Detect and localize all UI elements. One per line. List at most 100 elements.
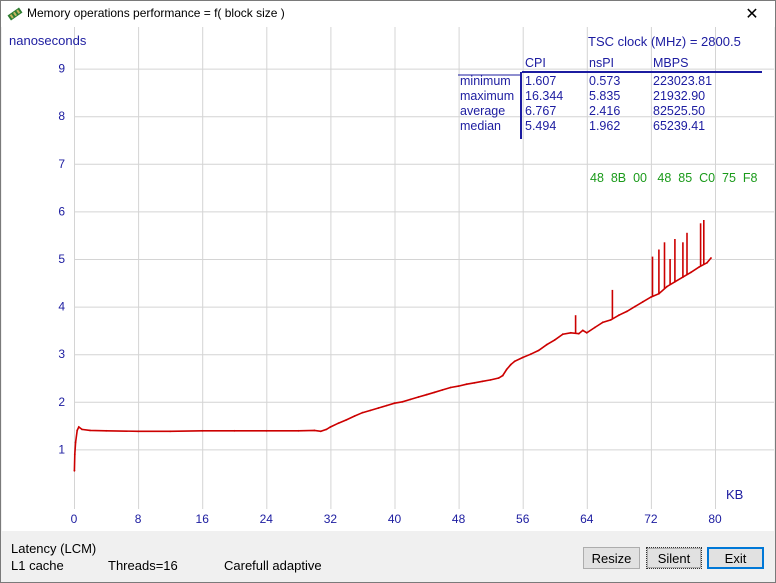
x-axis-unit: KB — [726, 487, 743, 502]
x-tick-label: 48 — [452, 512, 466, 526]
data-point — [425, 393, 428, 396]
stats-nspi-minimum: 0.573 — [589, 74, 620, 88]
y-tick-label: 5 — [58, 252, 65, 266]
x-tick-label: 24 — [260, 512, 274, 526]
data-point — [361, 411, 364, 414]
data-point — [297, 429, 300, 432]
data-point — [497, 377, 500, 379]
stats-label-median: median — [460, 119, 501, 133]
title-bar: Memory operations performance = f( block… — [1, 1, 775, 27]
y-tick-label: 9 — [58, 62, 65, 76]
stats-label-maximum: maximum — [460, 89, 514, 103]
silent-button[interactable]: Silent — [646, 547, 702, 569]
y-tick-label: 1 — [58, 442, 65, 456]
resize-button[interactable]: Resize — [583, 547, 640, 569]
grid — [74, 27, 774, 509]
data-point — [325, 428, 328, 431]
stats-nspi-maximum: 5.835 — [589, 89, 620, 103]
data-point — [337, 422, 340, 425]
opcode-bytes: 48 8B 00 48 85 C0 75 F8 — [590, 171, 758, 185]
stats-nspi-average: 2.416 — [589, 104, 620, 118]
close-button[interactable]: ✕ — [729, 1, 775, 27]
data-point — [529, 353, 532, 356]
data-point — [81, 428, 83, 431]
status-method: Carefull adaptive — [224, 558, 322, 573]
data-point — [76, 429, 79, 432]
data-point — [537, 349, 540, 352]
data-point — [369, 409, 372, 412]
data-point — [409, 398, 412, 401]
data-point — [441, 389, 444, 391]
y-axis-label: nanoseconds — [9, 33, 87, 48]
data-point — [73, 469, 76, 472]
data-point — [201, 429, 204, 432]
data-point — [385, 404, 388, 407]
stats-cpi-median: 5.494 — [525, 119, 556, 133]
stats-mbps-maximum: 21932.90 — [653, 89, 705, 103]
x-tick-label: 64 — [580, 512, 594, 526]
status-target: L1 cache — [11, 558, 64, 573]
data-point — [581, 329, 584, 332]
data-point — [585, 331, 588, 334]
y-tick-label: 8 — [58, 109, 65, 123]
data-point — [505, 368, 508, 371]
x-tick-label: 80 — [708, 512, 722, 526]
data-point — [569, 331, 572, 334]
series — [73, 220, 712, 472]
status-mode: Latency (LCM) — [11, 541, 97, 556]
data-point — [329, 426, 332, 428]
data-point — [449, 386, 452, 389]
data-point — [481, 380, 484, 383]
data-point — [265, 429, 268, 432]
stats-header-mbps: MBPS — [653, 56, 688, 70]
y-tick-label: 6 — [58, 204, 65, 218]
data-point — [601, 321, 604, 324]
data-point — [698, 266, 700, 268]
data-point — [417, 396, 420, 398]
plot-area: 0 8 16 24 32 40 48 56 64 72 80 1 2 3 4 5 6 7 8 9 nanosecond… — [2, 27, 774, 531]
data-point — [433, 391, 436, 394]
x-tick-label: 72 — [644, 512, 658, 526]
stats-mbps-median: 65239.41 — [653, 119, 705, 133]
data-point — [105, 429, 107, 432]
data-point — [609, 319, 612, 321]
stats-nspi-median: 1.962 — [589, 119, 620, 133]
data-point — [319, 430, 322, 433]
status-threads: Threads=16 — [108, 558, 178, 573]
x-tick-label: 16 — [196, 512, 210, 526]
data-point — [353, 415, 356, 417]
window-title: Memory operations performance = f( block… — [27, 6, 285, 20]
exit-button[interactable]: Exit — [707, 547, 764, 569]
y-tick-label: 7 — [58, 157, 65, 171]
data-point — [233, 429, 236, 432]
stats-label-average: average — [460, 104, 505, 118]
x-tick-label: 8 — [135, 512, 142, 526]
stats-header-cpi: CPI — [525, 56, 546, 70]
data-point — [710, 257, 712, 259]
data-point — [642, 300, 644, 303]
x-tick-label: 40 — [388, 512, 402, 526]
data-point — [89, 429, 91, 432]
data-point — [473, 381, 476, 384]
data-point — [666, 285, 668, 288]
data-point — [345, 419, 348, 421]
data-point — [465, 383, 468, 386]
close-icon: ✕ — [745, 6, 759, 23]
data-point — [393, 402, 396, 405]
data-point — [618, 314, 620, 317]
stats-mbps-minimum: 223023.81 — [653, 74, 712, 88]
data-point — [509, 363, 512, 366]
data-point — [377, 407, 380, 409]
data-point — [137, 430, 140, 433]
data-point — [457, 385, 460, 387]
data-point — [626, 310, 628, 313]
x-tick-label: 0 — [71, 512, 78, 526]
data-point — [77, 426, 80, 428]
y-tick-label: 2 — [58, 395, 65, 409]
data-point — [74, 441, 77, 444]
data-point — [706, 261, 708, 264]
stats-mbps-average: 82525.50 — [653, 104, 705, 118]
data-point — [401, 400, 404, 403]
stats-cpi-minimum: 1.607 — [525, 74, 556, 88]
